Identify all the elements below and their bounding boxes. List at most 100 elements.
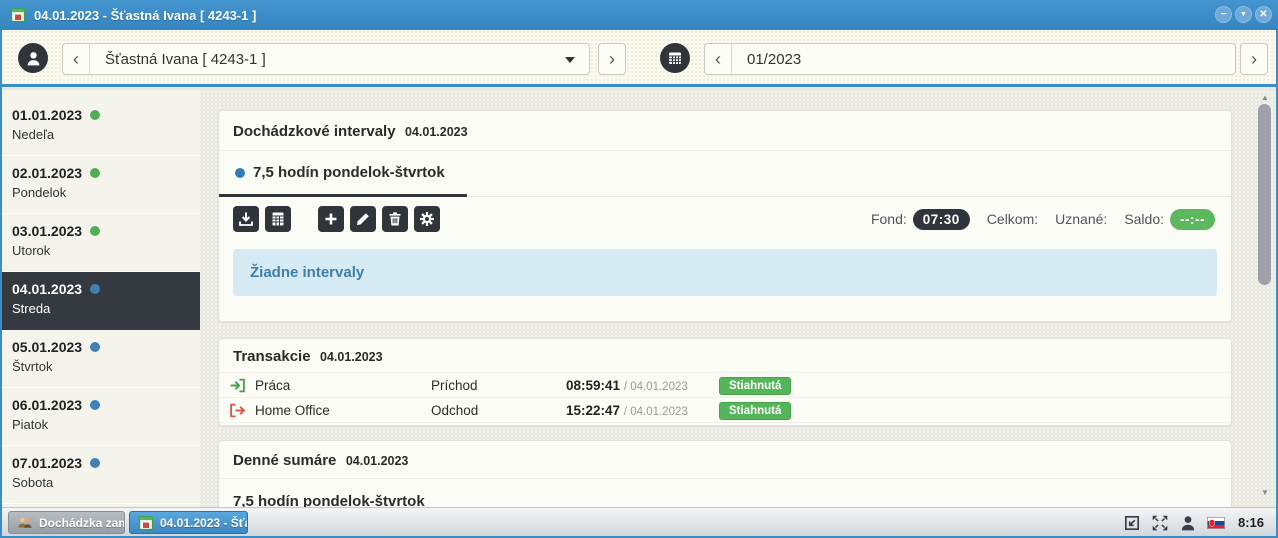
panel-title: Denné sumáre [233, 452, 337, 469]
employee-button[interactable] [18, 43, 48, 73]
plus-icon [323, 211, 339, 227]
day-name: Piatok [12, 417, 49, 432]
person-icon [25, 50, 42, 67]
people-icon [17, 515, 33, 531]
transaction-name: Práca [255, 378, 291, 393]
intervals-tabrow: 7,5 hodín pondelok-štvrtok [219, 151, 1231, 197]
day-status-dot-icon [90, 400, 101, 410]
month-prev-button[interactable]: ‹ [705, 44, 732, 74]
panel-title: Dochádzkové intervaly [233, 123, 396, 140]
maximize-button[interactable]: ▼ [1235, 6, 1252, 23]
month-button[interactable] [660, 43, 690, 73]
panel-date: 04.01.2023 [405, 125, 468, 139]
summaries-panel: Denné sumáre 04.01.2023 7,5 hodín pondel… [218, 440, 1232, 507]
language-flag-icon[interactable] [1206, 516, 1225, 529]
settings-button[interactable] [414, 206, 440, 232]
day-name: Utorok [12, 243, 51, 258]
taskbar-window-button[interactable]: 04.01.2023 - Šťastn [129, 511, 248, 534]
day-date: 04.01.2023 [12, 281, 83, 297]
status-badge: Stiahnutá [719, 377, 792, 395]
month-next-button[interactable]: › [1240, 43, 1268, 75]
no-intervals-alert: Žiadne intervaly [233, 249, 1217, 296]
fullscreen-icon[interactable] [1151, 514, 1169, 532]
add-button[interactable] [318, 206, 344, 232]
edit-button[interactable] [350, 206, 376, 232]
day-status-dot-icon [90, 342, 101, 352]
scroll-down-icon[interactable]: ▼ [1261, 488, 1269, 497]
window-frame [0, 536, 1278, 538]
transaction-row[interactable]: Práca Príchod 08:59:41 / 04.01.2023 Stia… [219, 373, 1231, 398]
sign-in-icon [229, 377, 246, 394]
minimize-button[interactable]: − [1215, 6, 1232, 23]
day-date: 06.01.2023 [12, 397, 83, 413]
day-date: 03.01.2023 [12, 223, 83, 239]
month-select-group: ‹ 01/2023 [704, 43, 1236, 75]
transaction-type: Príchod [431, 378, 478, 393]
restore-window-icon[interactable] [1123, 514, 1141, 532]
close-button[interactable]: ✕ [1255, 6, 1272, 23]
sidebar-day-item[interactable]: 04.01.2023 Streda [2, 272, 200, 330]
panel-date: 04.01.2023 [320, 350, 383, 364]
gear-icon [419, 211, 435, 227]
taskbar-app-button[interactable]: Dochádzka zamest [8, 511, 125, 534]
summary-row-label: 7,5 hodín pondelok-štvrtok [233, 493, 425, 507]
day-status-dot-icon [90, 458, 101, 468]
employee-select[interactable]: Šťastná Ivana [ 4243-1 ] [105, 50, 266, 68]
fond-label: Fond: [870, 211, 907, 227]
day-date: 05.01.2023 [12, 339, 83, 355]
sidebar-day-item[interactable]: 02.01.2023 Pondelok [2, 156, 200, 214]
transaction-time-date: / 04.01.2023 [623, 406, 688, 418]
status-badge: Stiahnutá [719, 402, 792, 420]
day-name: Štvrtok [12, 359, 53, 374]
taskbar: Dochádzka zamest 04.01.2023 - Šťastn 8:1… [2, 507, 1276, 536]
scroll-up-icon[interactable]: ▲ [1261, 93, 1269, 102]
system-tray: 8:16 [1123, 508, 1264, 537]
saldo-badge: --:-- [1170, 208, 1215, 230]
transaction-time: 08:59:41 / 04.01.2023 [566, 378, 688, 393]
sign-out-icon [229, 402, 246, 419]
download-button[interactable] [233, 206, 259, 232]
transaction-row[interactable]: Home Office Odchod 15:22:47 / 04.01.2023… [219, 398, 1231, 423]
calendar-grid-icon [667, 50, 683, 66]
employee-next-button[interactable]: › [598, 43, 626, 75]
transaction-time-value: 15:22:47 [566, 403, 621, 418]
clock: 8:16 [1237, 515, 1264, 530]
transactions-panel: Transakcie 04.01.2023 Práca Príchod 08:5… [218, 338, 1232, 426]
transaction-time: 15:22:47 / 04.01.2023 [566, 403, 688, 418]
chevron-down-icon [565, 57, 575, 63]
trash-icon [387, 211, 403, 227]
day-list-sidebar: 01.01.2023 Nedeľa 02.01.2023 Pondelok 03… [2, 90, 200, 507]
delete-button[interactable] [382, 206, 408, 232]
day-name: Pondelok [12, 185, 67, 200]
month-field[interactable]: 01/2023 [747, 50, 802, 68]
day-name: Streda [12, 301, 51, 316]
day-date: 02.01.2023 [12, 165, 83, 181]
calculator-icon [270, 211, 286, 227]
day-status-dot-icon [90, 168, 101, 178]
employee-prev-button[interactable]: ‹ [63, 44, 90, 74]
sidebar-day-item[interactable]: 07.01.2023 Sobota [2, 446, 200, 504]
pencil-icon [355, 211, 371, 227]
saldo-label: Saldo: [1124, 211, 1165, 227]
day-date: 01.01.2023 [12, 107, 83, 123]
sidebar-day-item[interactable]: 06.01.2023 Piatok [2, 388, 200, 446]
intervals-panel: Dochádzkové intervaly 04.01.2023 7,5 hod… [218, 110, 1232, 322]
tab-shift-schedule[interactable]: 7,5 hodín pondelok-štvrtok [219, 151, 467, 197]
sidebar-day-item[interactable]: 01.01.2023 Nedeľa [2, 98, 200, 156]
day-status-dot-icon [90, 226, 101, 236]
user-icon[interactable] [1179, 514, 1197, 532]
celkom-label: Celkom: [986, 211, 1039, 227]
day-stats: Fond: 07:30 Celkom: Uznané: Saldo: --:-- [871, 207, 1215, 231]
calendar-icon [10, 7, 26, 23]
tab-dot-icon [235, 167, 245, 178]
panel-title: Transakcie [233, 348, 311, 365]
download-icon [238, 211, 254, 227]
fond-badge: 07:30 [912, 208, 970, 230]
day-date: 07.01.2023 [12, 455, 83, 471]
sidebar-day-item[interactable]: 05.01.2023 Štvrtok [2, 330, 200, 388]
summaries-panel-header: Denné sumáre 04.01.2023 [219, 441, 1231, 479]
sidebar-day-item[interactable]: 03.01.2023 Utorok [2, 214, 200, 272]
calculator-button[interactable] [265, 206, 291, 232]
scrollbar-thumb[interactable] [1258, 104, 1271, 285]
employee-select-group: ‹ Šťastná Ivana [ 4243-1 ] [62, 43, 590, 75]
